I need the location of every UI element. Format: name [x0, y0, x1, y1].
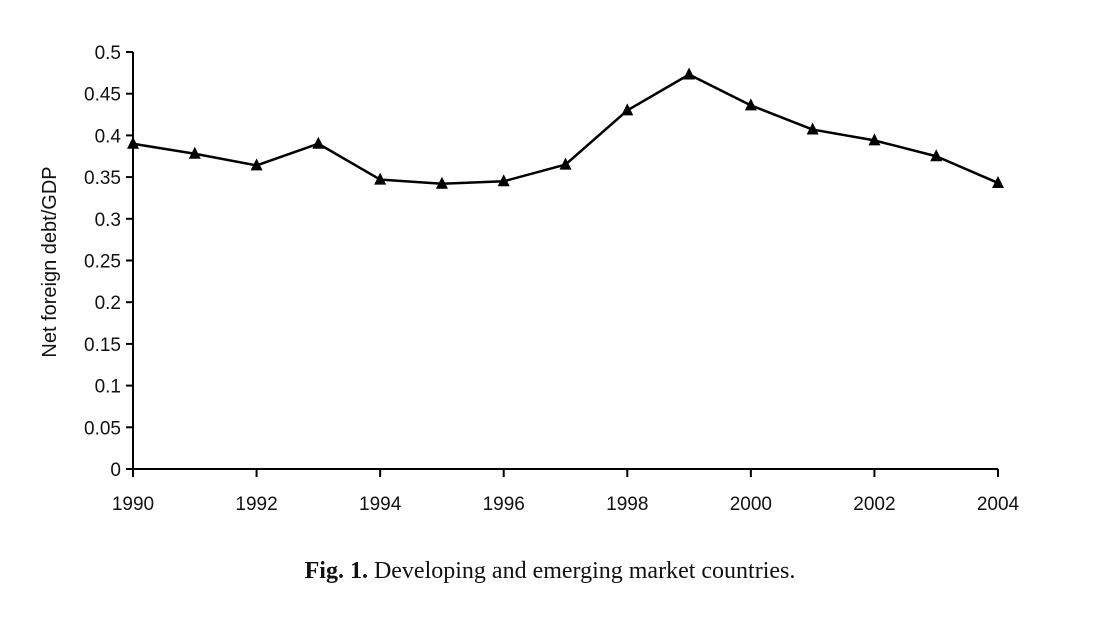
y-tick-label: 0.05 [84, 418, 121, 439]
data-point-1997 [559, 157, 572, 170]
y-axis-title: Net foreign debt/GDP [39, 166, 61, 357]
y-tick-label: 0.35 [84, 168, 121, 189]
x-tick-label: 2004 [977, 494, 1020, 515]
data-point-2000 [744, 98, 757, 111]
y-tick-label: 0.1 [95, 377, 121, 398]
data-point-2001 [806, 122, 819, 135]
x-ticks: 1990 1992 1994 1996 1998 2000 2002 2004 [112, 469, 1020, 515]
data-point-2002 [868, 133, 881, 146]
caption-text: Developing and emerging market countries… [373, 558, 796, 584]
line-chart: 0 0.05 0.1 0.15 0.2 0.25 0.3 0.35 0.4 0.45 0.5 199… [39, 43, 1020, 515]
y-tick-label: 0 [110, 460, 121, 481]
data-point-1994 [374, 172, 387, 185]
data-point-1993 [312, 136, 325, 149]
series [127, 67, 1004, 189]
x-tick-label: 1996 [483, 494, 525, 515]
data-point-2003 [930, 149, 943, 162]
y-tick-label: 0.15 [84, 335, 121, 356]
y-tick-label: 0.3 [95, 210, 121, 231]
x-tick-label: 1990 [112, 494, 154, 515]
y-tick-label: 0.2 [95, 293, 121, 314]
x-tick-label: 1998 [606, 494, 648, 515]
caption-label: Fig. 1. [304, 558, 368, 584]
y-ticks: 0 0.05 0.1 0.15 0.2 0.25 0.3 0.35 0.4 0.45 0.5 [84, 43, 133, 481]
data-point-1998 [621, 103, 634, 116]
y-tick-label: 0.4 [95, 126, 122, 147]
axes [132, 52, 998, 470]
x-tick-label: 2000 [730, 494, 772, 515]
x-tick-label: 2002 [853, 494, 895, 515]
data-point-1999 [683, 67, 696, 80]
data-point-1992 [250, 158, 263, 171]
data-point-2004 [992, 175, 1004, 188]
data-point-1995 [435, 176, 448, 189]
data-point-1990 [127, 136, 139, 149]
x-tick-label: 1994 [359, 494, 402, 515]
y-tick-label: 0.25 [84, 252, 121, 273]
x-tick-label: 1992 [235, 494, 277, 515]
data-point-1991 [188, 146, 201, 159]
data-point-1996 [497, 174, 510, 187]
figure-caption: Fig. 1. Developing and emerging market c… [0, 558, 1100, 585]
y-tick-label: 0.5 [95, 43, 121, 64]
y-tick-label: 0.45 [84, 85, 121, 106]
